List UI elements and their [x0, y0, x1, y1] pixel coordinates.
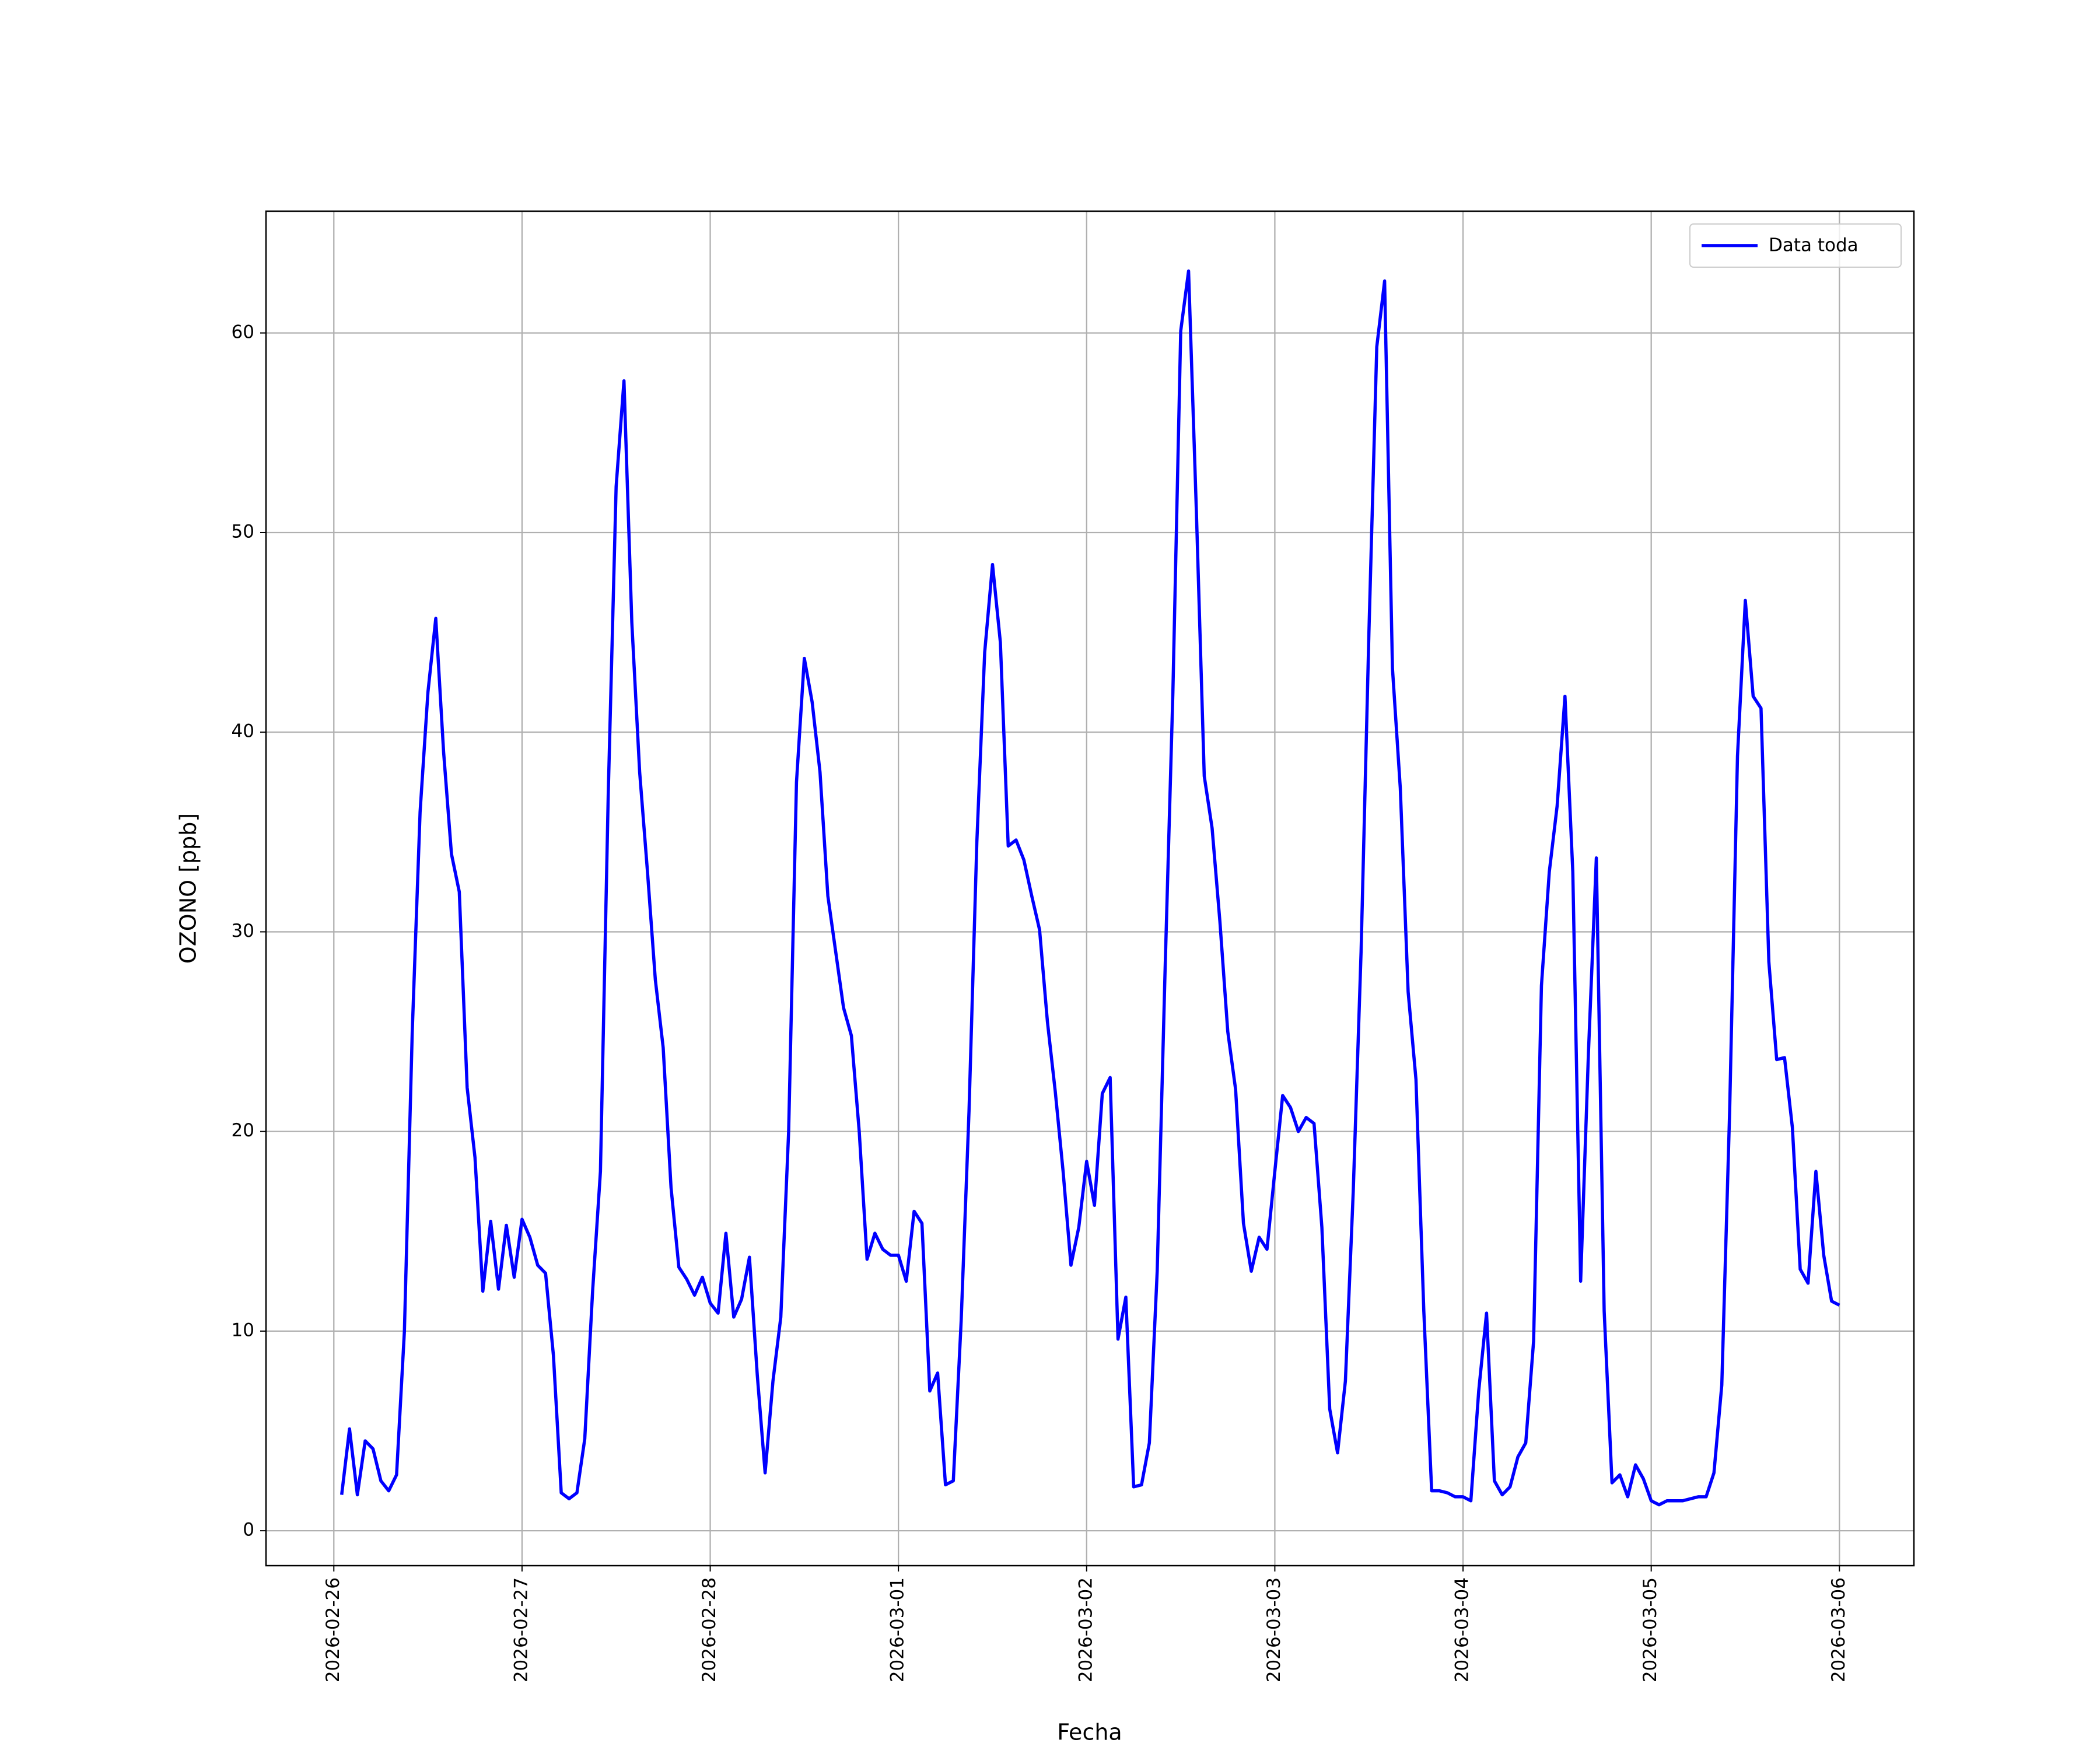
x-tick-label: 2026-02-26 [323, 1577, 344, 1682]
x-tick-label: 2026-03-06 [1828, 1577, 1849, 1682]
y-tick-label: 0 [243, 1520, 254, 1541]
y-tick-label: 60 [232, 321, 254, 342]
legend-box [1689, 223, 1902, 268]
y-tick-label: 30 [232, 921, 254, 942]
legend-label: Data toda [1769, 235, 1859, 256]
x-tick-label: 2026-03-04 [1452, 1577, 1473, 1682]
x-tick-label: 2026-02-28 [699, 1577, 720, 1682]
y-tick-label: 20 [232, 1120, 254, 1141]
axes-frame [265, 210, 1915, 1567]
grid [266, 211, 1914, 1566]
x-tick-label: 2026-03-02 [1075, 1577, 1096, 1682]
y-tick-label: 40 [232, 721, 254, 742]
data-line [340, 269, 1840, 1507]
plot [340, 269, 1840, 1507]
x-axis-label: Fecha [1057, 1720, 1122, 1745]
x-tick-label: 2026-02-27 [510, 1577, 531, 1682]
y-axis-label: OZONO [ppb] [176, 813, 201, 964]
y-tick-label: 10 [232, 1320, 254, 1340]
x-tick-label: 2026-03-03 [1264, 1577, 1284, 1682]
x-tick-label: 2026-03-01 [887, 1577, 908, 1682]
x-tick-label: 2026-03-05 [1640, 1577, 1661, 1682]
y-tick-label: 50 [232, 521, 254, 542]
